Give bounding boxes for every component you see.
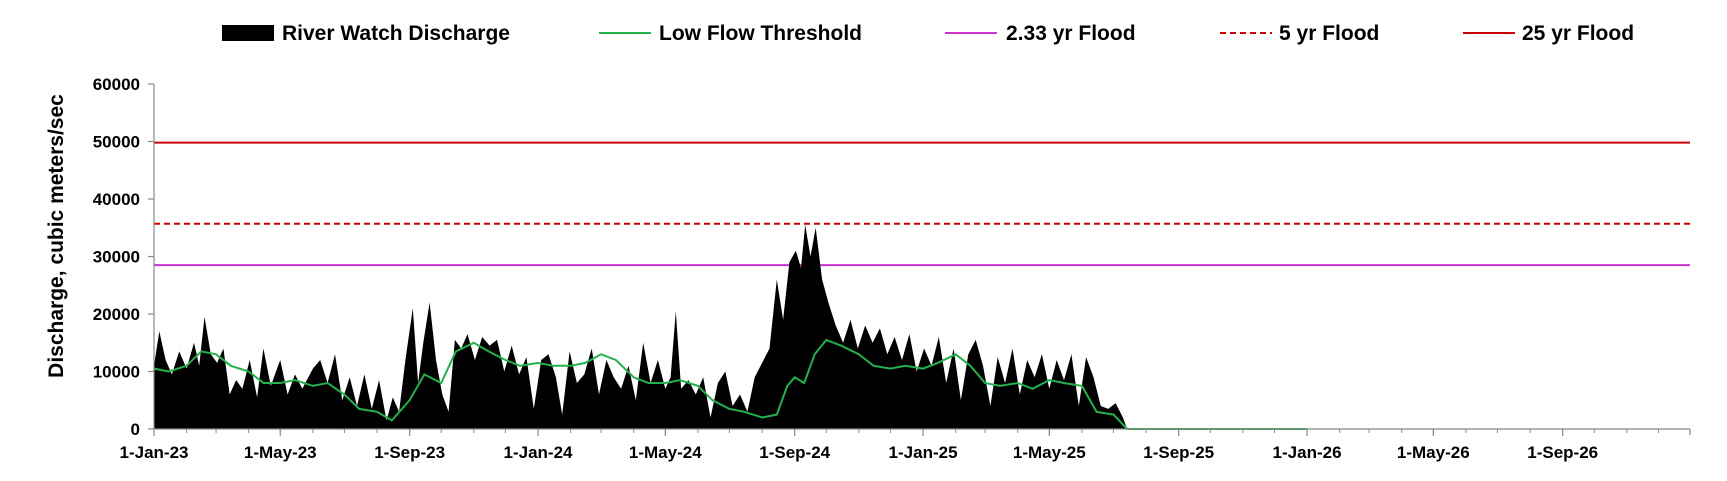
y-tick-label: 60000 [93, 75, 140, 94]
legend-swatch-discharge [222, 25, 274, 41]
legend-label: River Watch Discharge [282, 22, 510, 45]
x-tick-label: 1-Jan-23 [120, 443, 189, 462]
legend-label: 5 yr Flood [1279, 22, 1379, 45]
legend-label: 25 yr Flood [1522, 22, 1634, 45]
x-tick-label: 1-Sep-25 [1143, 443, 1214, 462]
legend-label: 2.33 yr Flood [1006, 22, 1136, 45]
x-tick-label: 1-May-24 [629, 443, 702, 462]
threshold-lines [154, 141, 1690, 267]
y-tick-label: 20000 [93, 305, 140, 324]
x-tick-label: 1-May-23 [244, 443, 317, 462]
x-tick-label: 1-May-25 [1013, 443, 1086, 462]
series-layer [153, 224, 1308, 430]
discharge-area [154, 224, 1128, 429]
x-tick-label: 1-Sep-26 [1527, 443, 1598, 462]
y-tick-label: 0 [131, 420, 140, 439]
x-tick-label: 1-Jan-26 [1273, 443, 1342, 462]
x-tick-label: 1-Sep-24 [759, 443, 830, 462]
legend-label: Low Flow Threshold [659, 22, 862, 45]
x-tick-label: 1-Jan-25 [889, 443, 958, 462]
low-flow-line [153, 338, 1308, 430]
axes: 0 10000 20000 30000 40000 50000 60000 1-Jan-23 1… [93, 75, 1691, 462]
y-tick-label: 50000 [93, 133, 140, 152]
y-tick-label: 30000 [93, 248, 140, 267]
x-tick-label: 1-Sep-23 [374, 443, 445, 462]
y-tick-label: 40000 [93, 190, 140, 209]
x-tick-label: 1-May-26 [1397, 443, 1470, 462]
x-tick-label: 1-Jan-24 [504, 443, 574, 462]
legend: River Watch Discharge Low Flow Threshold 2… [222, 22, 1634, 45]
y-tick-label: 10000 [93, 363, 140, 382]
y-axis-title: Discharge, cubic meters/sec [45, 94, 68, 378]
